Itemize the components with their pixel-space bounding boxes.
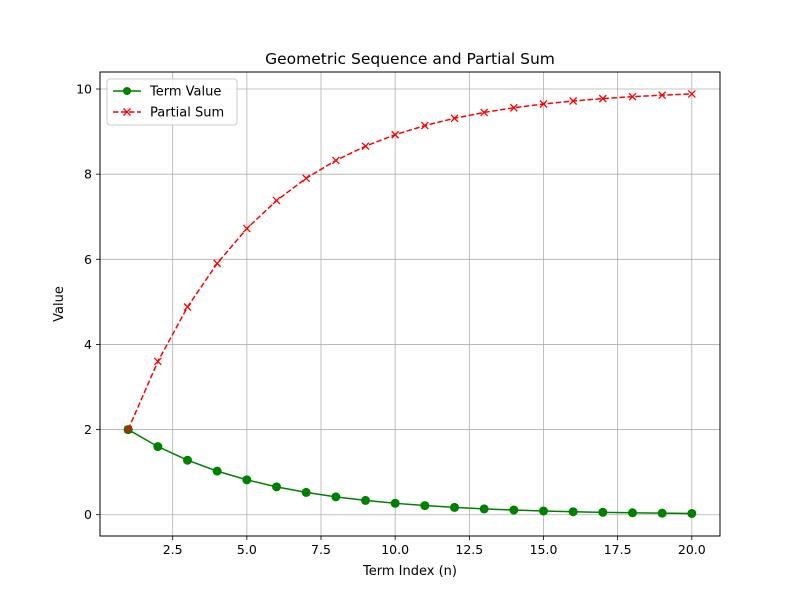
grid (100, 72, 720, 536)
data-point-partial-sum (331, 156, 340, 165)
x-tick-label: 10.0 (381, 542, 409, 557)
data-point-term-value (420, 501, 430, 511)
x-tick-label: 2.5 (163, 542, 183, 557)
data-point-term-value (449, 502, 459, 512)
data-point-partial-sum (569, 97, 578, 105)
data-point-term-value (687, 508, 697, 518)
x-tick-label: 7.5 (311, 542, 331, 557)
data-point-partial-sum (420, 121, 429, 130)
data-point-term-value (153, 442, 163, 452)
y-tick-label: 2 (84, 422, 92, 437)
data-point-term-value (627, 508, 637, 518)
legend-label-term-value: Term Value (149, 85, 221, 100)
y-tick-label: 4 (84, 337, 92, 352)
legend-label-partial-sum: Partial Sum (150, 106, 224, 121)
data-point-term-value (331, 492, 341, 502)
data-point-term-value (509, 505, 519, 515)
data-point-term-value (183, 455, 193, 465)
data-point-partial-sum (687, 89, 696, 98)
x-tick-label: 17.5 (604, 542, 632, 557)
data-point-term-value (598, 507, 608, 517)
y-axis-label: Value (52, 286, 67, 322)
data-point-term-value (301, 487, 311, 497)
y-tick-label: 6 (84, 252, 92, 267)
series-layer (123, 89, 697, 518)
data-point-term-value (361, 495, 371, 505)
series-line-term-value (127, 428, 692, 515)
legend-marker-term-value (123, 87, 131, 95)
data-point-partial-sum (450, 114, 459, 123)
data-point-partial-sum (302, 174, 311, 183)
x-tick-label: 15.0 (530, 542, 558, 557)
data-point-partial-sum (272, 196, 281, 205)
data-point-partial-sum (480, 108, 489, 117)
y-tick-label: 10 (76, 82, 92, 97)
data-point-term-value (657, 508, 667, 518)
data-point-partial-sum (153, 357, 162, 366)
y-tick-label: 0 (84, 507, 92, 522)
y-tick-label: 8 (84, 167, 92, 182)
data-point-term-value (272, 482, 282, 492)
data-point-partial-sum (539, 100, 548, 108)
data-point-partial-sum (628, 92, 637, 101)
data-point-term-value (479, 504, 489, 514)
data-point-partial-sum (213, 259, 222, 268)
data-point-term-value (538, 506, 548, 516)
data-point-partial-sum (242, 224, 251, 233)
data-point-partial-sum (124, 425, 133, 434)
data-point-partial-sum (598, 94, 607, 103)
x-tick-label: 12.5 (455, 542, 483, 557)
data-point-term-value (212, 466, 222, 476)
data-point-partial-sum (361, 142, 370, 151)
data-point-partial-sum (658, 91, 667, 100)
data-point-term-value (242, 475, 252, 485)
chart-title: Geometric Sequence and Partial Sum (265, 50, 555, 68)
x-tick-label: 5.0 (237, 542, 257, 557)
x-axis-label: Term Index (n) (362, 564, 457, 579)
data-point-partial-sum (183, 303, 192, 311)
legend: Term Value Partial Sum (106, 78, 238, 126)
ticks: 2.5 5.0 7.5 10.0 12.5 15.0 17.5 20.0 0 2 4 6 8 10 (76, 82, 706, 557)
legend-marker-partial-sum (123, 108, 131, 116)
data-point-term-value (390, 498, 400, 508)
data-point-partial-sum (509, 103, 518, 112)
data-point-partial-sum (391, 130, 400, 139)
plot-frame (99, 71, 721, 537)
x-tick-label: 20.0 (678, 542, 706, 557)
data-point-term-value (568, 507, 578, 517)
series-line-partial-sum (127, 93, 692, 430)
